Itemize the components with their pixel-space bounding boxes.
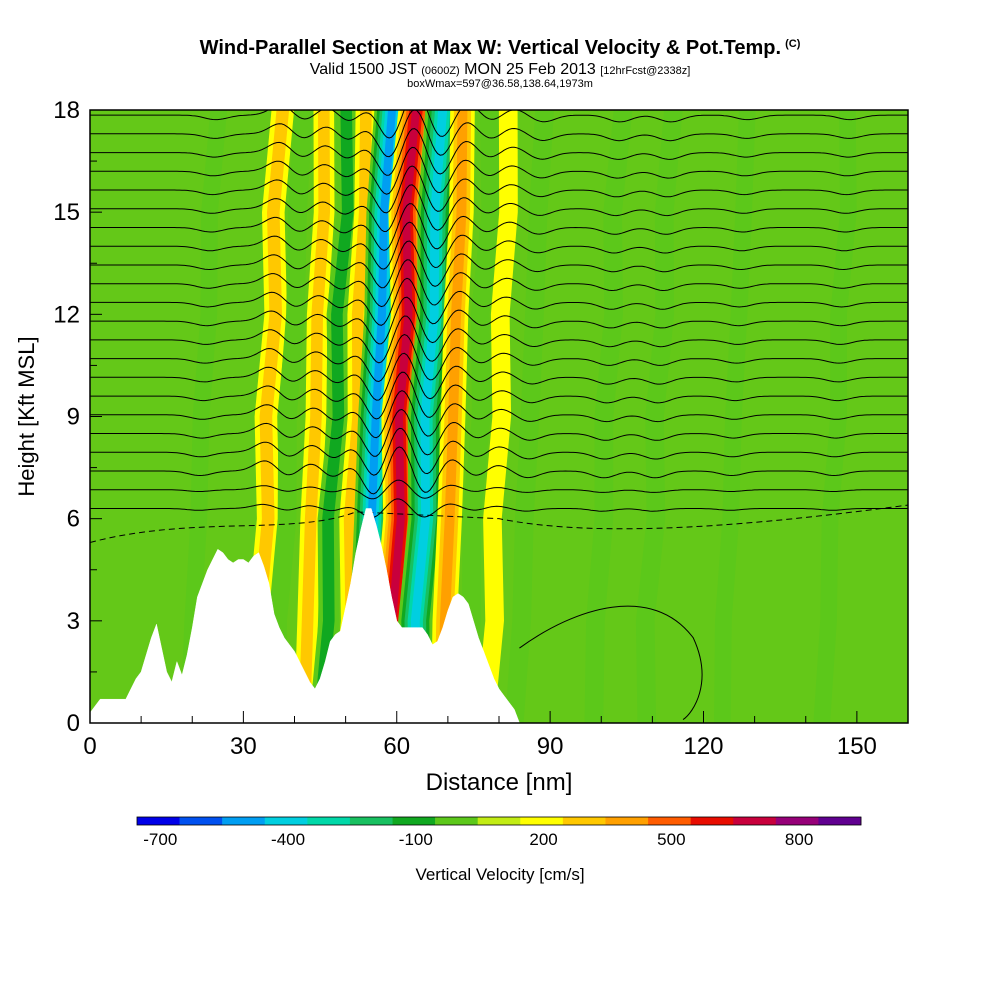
- velocity-band: [475, 110, 518, 723]
- velocity-band: [298, 110, 330, 723]
- isentrope-line: [90, 240, 908, 289]
- terrain: [90, 508, 908, 723]
- isentrope-line: [90, 221, 908, 270]
- isentrope-line: [90, 296, 908, 345]
- colorbar-swatch: [733, 817, 777, 825]
- isentrope-line: [90, 446, 908, 495]
- colorbar-tick-label: 200: [529, 830, 557, 849]
- x-tick-label: 30: [230, 733, 257, 760]
- isentrope-line: [90, 184, 908, 233]
- colorbar-tick-label: -700: [143, 830, 177, 849]
- isentrope-line: [90, 277, 908, 326]
- colorbar-swatch: [349, 817, 393, 825]
- isentrope-line: [90, 427, 908, 476]
- isentrope-line: [90, 371, 908, 420]
- velocity-band: [584, 110, 633, 723]
- colorbar-swatch: [264, 817, 308, 825]
- y-tick-label: 18: [53, 97, 80, 124]
- y-tick-label: 12: [53, 301, 80, 328]
- colorbar-tick-label: 500: [657, 830, 685, 849]
- isentrope-line-dashed: [90, 504, 908, 543]
- velocity-band: [388, 110, 420, 723]
- isentrope-line-low: [519, 605, 703, 721]
- chart-title: Wind-Parallel Section at Max W: Vertical…: [199, 37, 801, 59]
- velocity-band: [268, 110, 314, 723]
- isentrope-line: [90, 203, 908, 251]
- velocity-band: [504, 110, 554, 723]
- isentrope-line: [90, 259, 908, 308]
- x-tick-label: 0: [83, 733, 96, 760]
- x-axis-label: Distance [nm]: [426, 769, 573, 796]
- y-tick-label: 9: [67, 404, 80, 431]
- colorbar-swatch: [775, 817, 819, 825]
- isentrope-line: [90, 146, 908, 195]
- isentrope-line: [90, 110, 908, 158]
- isentropes: [90, 110, 908, 721]
- colorbar-swatch: [520, 817, 564, 825]
- y-tick-label: 3: [67, 608, 80, 635]
- y-tick-label: 6: [67, 506, 80, 533]
- colorbar-frame: [136, 816, 862, 826]
- colorbar-swatch: [477, 817, 521, 825]
- chart-subtitle-box-max: boxWmax=597@36.58,138.64,1973m: [407, 78, 593, 90]
- x-tick-label: 120: [683, 733, 723, 760]
- x-tick-label: 150: [837, 733, 877, 760]
- colorbar-label: Vertical Velocity [cm/s]: [415, 865, 584, 884]
- isentrope-line: [90, 408, 908, 457]
- colorbar-tick-label: -100: [399, 830, 433, 849]
- chart-subtitle: Valid 1500 JST (0600Z) MON 25 Feb 2013 […: [309, 61, 691, 78]
- isentrope-line: [90, 352, 908, 401]
- colorbar-swatch: [648, 817, 691, 825]
- velocity-band: [438, 110, 468, 723]
- colorbar-tick-label: -400: [271, 830, 305, 849]
- colorbar-swatch: [392, 817, 436, 825]
- velocity-band: [313, 110, 354, 723]
- colorbar-swatch: [605, 817, 649, 825]
- isentrope-line: [90, 128, 908, 176]
- y-axis-label: Height [Kft MSL]: [14, 336, 39, 496]
- y-tick-label: 15: [53, 199, 80, 226]
- velocity-band: [410, 110, 448, 723]
- velocity-band: [180, 110, 228, 723]
- colorbar-swatch: [818, 817, 862, 825]
- colorbar-swatch: [222, 817, 266, 825]
- colorbar-swatch: [307, 817, 351, 825]
- isentrope-line: [90, 390, 908, 439]
- colorbar-swatch: [562, 817, 606, 825]
- isentrope-line: [90, 333, 908, 383]
- velocity-band: [813, 110, 857, 723]
- isentrope-line: [90, 479, 908, 500]
- isentrope-line: [90, 165, 908, 214]
- velocity-band: [635, 110, 683, 723]
- isentrope-line: [90, 110, 908, 139]
- colorbar-swatch: [690, 817, 734, 825]
- colorbar-tick-label: 800: [785, 830, 813, 849]
- x-tick-label: 60: [383, 733, 410, 760]
- y-tick-label: 0: [67, 710, 80, 737]
- x-tick-label: 90: [537, 733, 564, 760]
- isentrope-line: [90, 498, 908, 519]
- isentrope-line: [90, 315, 908, 364]
- velocity-band: [453, 110, 501, 723]
- velocity-band: [714, 110, 756, 723]
- colorbar-swatch: [435, 817, 479, 825]
- colorbar-swatch: [137, 817, 180, 825]
- colorbar-swatch: [179, 817, 223, 825]
